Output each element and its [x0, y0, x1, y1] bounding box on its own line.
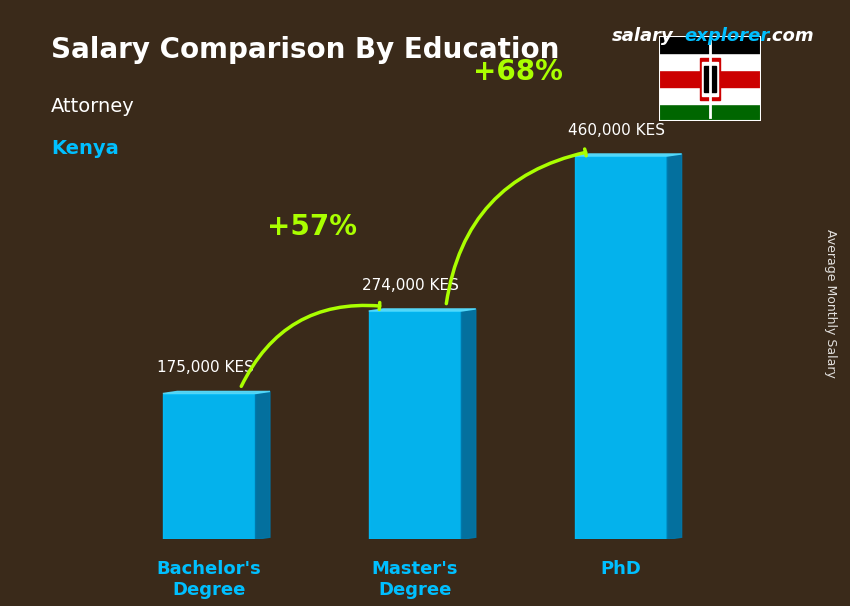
Polygon shape — [256, 391, 270, 539]
Polygon shape — [700, 58, 720, 100]
Bar — [659, 87, 761, 104]
Polygon shape — [667, 154, 682, 539]
Bar — [369, 311, 462, 539]
Text: explorer: explorer — [684, 27, 769, 45]
Text: Kenya: Kenya — [51, 139, 119, 158]
Text: Average Monthly Salary: Average Monthly Salary — [824, 228, 837, 378]
Polygon shape — [462, 309, 476, 539]
Text: 175,000 KES: 175,000 KES — [156, 360, 253, 375]
Bar — [659, 53, 761, 70]
Polygon shape — [704, 66, 716, 92]
Text: salary: salary — [612, 27, 674, 45]
Text: Attorney: Attorney — [51, 97, 135, 116]
Text: +57%: +57% — [267, 213, 357, 241]
Bar — [659, 104, 761, 121]
Bar — [163, 393, 256, 539]
Text: 460,000 KES: 460,000 KES — [569, 122, 666, 138]
Text: Salary Comparison By Education: Salary Comparison By Education — [51, 36, 559, 64]
Bar — [659, 36, 761, 53]
Polygon shape — [575, 154, 682, 156]
Polygon shape — [369, 309, 476, 311]
Text: 274,000 KES: 274,000 KES — [362, 278, 459, 293]
Bar — [575, 156, 667, 539]
Text: +68%: +68% — [473, 58, 563, 86]
Text: .com: .com — [765, 27, 813, 45]
Polygon shape — [701, 62, 718, 96]
Bar — [659, 70, 761, 87]
Polygon shape — [163, 391, 270, 393]
